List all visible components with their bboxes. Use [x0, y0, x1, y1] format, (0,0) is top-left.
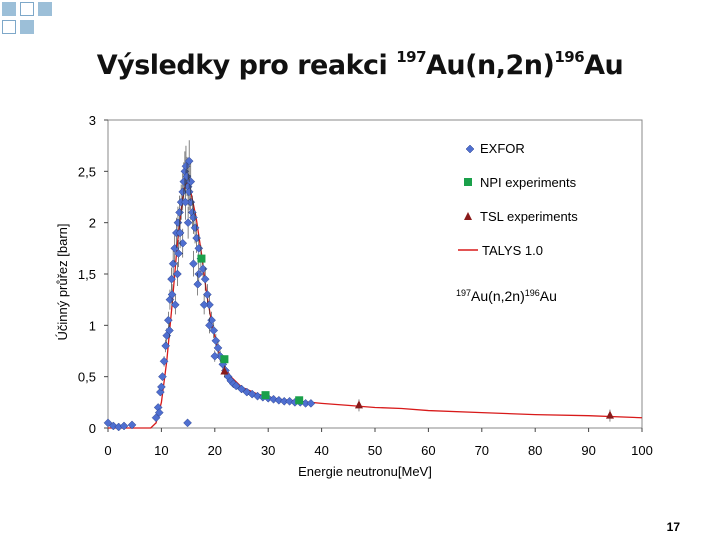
exfor-point	[237, 384, 246, 394]
legend-marker-npi	[464, 178, 472, 186]
exfor-point	[199, 300, 209, 310]
legend-label-tsl: TSL experiments	[480, 209, 578, 224]
npi-point	[197, 254, 206, 263]
exfor-point	[170, 300, 180, 310]
x-tick-label: 70	[475, 443, 489, 458]
slide-title: Výsledky pro reakci 197Au(n,2n)196Au	[96, 48, 624, 81]
y-tick-label: 0,5	[78, 370, 96, 385]
y-tick-label: 2,5	[78, 164, 96, 179]
exfor-point	[186, 177, 196, 186]
exfor-point	[170, 243, 180, 253]
x-tick-label: 30	[261, 443, 275, 458]
x-axis-label: Energie neutronu[MeV]	[298, 464, 432, 479]
legend-marker-exfor	[465, 144, 475, 154]
decor-square	[20, 2, 34, 16]
y-tick-label: 2	[89, 216, 96, 231]
x-tick-label: 10	[154, 443, 168, 458]
x-tick-label: 0	[104, 443, 111, 458]
exfor-point	[173, 269, 182, 279]
exfor-point	[154, 408, 164, 417]
exfor-point	[103, 418, 113, 428]
exfor-point	[159, 356, 169, 366]
legend-marker-tsl	[464, 212, 472, 220]
exfor-point	[108, 421, 118, 431]
y-axis-label: Účinný průřez [barn]	[55, 223, 70, 340]
exfor-point	[183, 218, 193, 228]
y-tick-label: 1,5	[78, 267, 96, 282]
exfor-point	[181, 197, 190, 207]
exfor-point	[127, 420, 137, 430]
exfor-point	[158, 372, 167, 382]
x-tick-label: 60	[421, 443, 435, 458]
exfor-point	[210, 351, 220, 361]
legend-label-exfor: EXFOR	[480, 141, 525, 156]
x-tick-label: 80	[528, 443, 542, 458]
exfor-point	[167, 290, 177, 299]
x-tick-label: 100	[631, 443, 653, 458]
cross-section-chart: 0 10 20 30 40 50 60 70 80 90 100 0 0,5 1 1,5 2 2,5 3 Ener…	[55, 113, 653, 479]
exfor-point	[200, 274, 210, 284]
decor-square	[2, 20, 16, 34]
exfor-point	[163, 315, 173, 325]
exfor-point	[194, 269, 204, 279]
exfor-point	[165, 326, 174, 335]
exfor-point	[157, 382, 166, 392]
chart-annotation: 197Au(n,2n)196Au	[456, 288, 557, 304]
exfor-point	[184, 156, 194, 166]
decor-square	[38, 2, 52, 16]
exfor-point	[198, 264, 208, 274]
exfor-point	[231, 381, 241, 391]
exfor-point	[184, 187, 194, 197]
npi-point	[220, 355, 229, 364]
legend: EXFOR NPI experiments TSL experiments TA…	[456, 141, 578, 304]
exfor-point	[209, 326, 219, 335]
tsl-point	[605, 410, 614, 419]
tsl-point	[354, 400, 363, 409]
exfor-point	[205, 320, 214, 330]
tsl-point	[220, 366, 229, 375]
npi-point	[295, 396, 304, 405]
exfor-point	[183, 418, 192, 428]
exfor-point	[193, 279, 203, 289]
y-tick-label: 3	[89, 113, 96, 128]
exfor-point	[285, 396, 294, 406]
decor-square	[2, 2, 16, 16]
y-tick-label: 1	[89, 318, 96, 333]
exfor-point	[168, 259, 178, 269]
x-tick-label: 90	[581, 443, 595, 458]
exfor-point	[189, 259, 198, 269]
exfor-point	[242, 387, 252, 397]
x-tick-label: 20	[208, 443, 222, 458]
slide-number: 17	[666, 520, 680, 534]
exfor-point	[306, 399, 316, 408]
exfor-point	[175, 208, 184, 217]
exfor-point	[190, 223, 200, 233]
exfor-point	[213, 343, 223, 353]
exfor-point	[119, 421, 129, 431]
legend-label-talys: TALYS 1.0	[482, 243, 543, 258]
legend-label-npi: NPI experiments	[480, 175, 577, 190]
decor-square	[20, 20, 34, 34]
y-tick-label: 0	[89, 421, 96, 436]
npi-point	[261, 391, 270, 400]
x-tick-label: 50	[368, 443, 382, 458]
exfor-point	[189, 213, 198, 222]
x-tick-label: 40	[314, 443, 328, 458]
exfor-point	[167, 274, 176, 284]
exfor-point	[161, 341, 171, 351]
exfor-point	[174, 249, 183, 258]
exfor-point	[175, 228, 185, 238]
